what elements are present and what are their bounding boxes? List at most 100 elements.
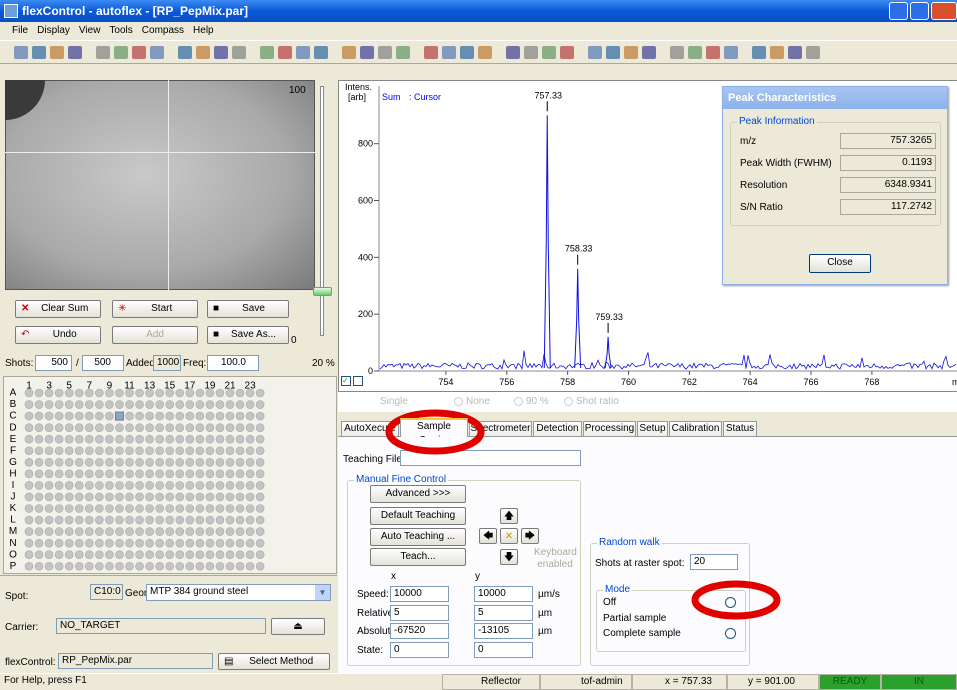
toolbar-icon[interactable] bbox=[788, 46, 802, 59]
maximize[interactable] bbox=[910, 2, 929, 20]
start-button[interactable]: ✳ Start bbox=[112, 300, 198, 318]
menu-item[interactable]: Compass bbox=[141, 25, 185, 36]
x-input[interactable]: 5 bbox=[390, 604, 449, 621]
shots-input[interactable]: 500 bbox=[35, 355, 72, 371]
eject-button[interactable]: ⏏ bbox=[271, 618, 325, 635]
menu-item[interactable]: File bbox=[12, 25, 29, 36]
shots-total-input[interactable]: 500 bbox=[82, 355, 124, 371]
toolbar-icon[interactable] bbox=[506, 46, 520, 59]
toolbar-icon[interactable] bbox=[424, 46, 438, 59]
toolbar-icon[interactable] bbox=[196, 46, 210, 59]
stop[interactable]: ✕ bbox=[500, 528, 518, 544]
radio[interactable] bbox=[725, 597, 736, 608]
toolbar-icon[interactable] bbox=[50, 46, 64, 59]
toolbar-icon[interactable] bbox=[14, 46, 28, 59]
tab[interactable]: Calibration bbox=[669, 421, 722, 437]
freq-input[interactable]: 100.0 bbox=[207, 355, 259, 371]
toolbar-icon[interactable] bbox=[688, 46, 702, 59]
y-input[interactable]: 10000 bbox=[474, 586, 533, 602]
toolbar-icon[interactable] bbox=[560, 46, 574, 59]
arrow-left[interactable]: 🡄 bbox=[479, 528, 497, 544]
y-input[interactable]: -13105 bbox=[474, 623, 533, 639]
checkbox[interactable] bbox=[353, 376, 363, 386]
toolbar-icon[interactable] bbox=[278, 46, 292, 59]
dropdown-arrow[interactable]: ▼ bbox=[315, 585, 330, 600]
toolbar-icon[interactable] bbox=[706, 46, 720, 59]
checkbox[interactable]: ✓ bbox=[341, 376, 351, 386]
teaching-file-input[interactable] bbox=[400, 450, 581, 466]
tab[interactable]: Spectrometer bbox=[469, 421, 532, 437]
toolbar-icon[interactable] bbox=[150, 46, 164, 59]
slider-thumb[interactable] bbox=[313, 287, 332, 296]
toolbar-icon[interactable] bbox=[114, 46, 128, 59]
teach-button[interactable]: Teach... bbox=[370, 548, 466, 566]
menu-item[interactable]: Display bbox=[37, 25, 70, 36]
toolbar-icon[interactable] bbox=[296, 46, 310, 59]
geometry-select[interactable]: MTP 384 ground steel bbox=[146, 584, 331, 601]
toolbar-icon[interactable] bbox=[68, 46, 82, 59]
advanced-button[interactable]: Advanced >>> bbox=[370, 485, 466, 503]
tab[interactable]: Detection bbox=[533, 421, 582, 437]
tab[interactable]: Processing bbox=[583, 421, 636, 437]
menu-item[interactable]: View bbox=[78, 25, 101, 36]
x-header: x bbox=[391, 571, 396, 582]
shots-raster-input[interactable]: 20 bbox=[690, 554, 738, 570]
close[interactable] bbox=[931, 2, 957, 20]
spot bbox=[125, 446, 134, 456]
radio[interactable] bbox=[725, 628, 736, 639]
toolbar-icon[interactable] bbox=[214, 46, 228, 59]
toolbar-icon[interactable] bbox=[178, 46, 192, 59]
toolbar-icon[interactable] bbox=[752, 46, 766, 59]
added-label: Added: bbox=[126, 358, 158, 369]
toolbar-icon[interactable] bbox=[96, 46, 110, 59]
save-as-button[interactable]: ■ Save As... bbox=[207, 326, 289, 344]
arrow-up[interactable]: 🡅 bbox=[500, 508, 518, 524]
toolbar-icon[interactable] bbox=[378, 46, 392, 59]
tab[interactable]: Sample Carrier bbox=[400, 418, 468, 437]
toolbar-icon[interactable] bbox=[670, 46, 684, 59]
toolbar-icon[interactable] bbox=[460, 46, 474, 59]
minimize[interactable] bbox=[889, 2, 908, 20]
tab[interactable]: AutoXecute bbox=[341, 421, 399, 437]
undo-button[interactable]: ↶ Undo bbox=[15, 326, 101, 344]
spot bbox=[115, 434, 124, 444]
default-teaching-button[interactable]: Default Teaching bbox=[370, 507, 466, 525]
toolbar-icon[interactable] bbox=[260, 46, 274, 59]
spot bbox=[175, 515, 185, 525]
toolbar-icon[interactable] bbox=[624, 46, 638, 59]
x-input[interactable]: 0 bbox=[390, 641, 449, 658]
y-input[interactable]: 0 bbox=[474, 641, 533, 658]
clear-sum-button[interactable]: ✕ Clear Sum bbox=[15, 300, 101, 318]
toolbar-icon[interactable] bbox=[542, 46, 556, 59]
toolbar-icon[interactable] bbox=[478, 46, 492, 59]
x-input[interactable]: -67520 bbox=[390, 623, 449, 639]
x-input[interactable]: 10000 bbox=[390, 586, 449, 602]
y-input[interactable]: 5 bbox=[474, 604, 533, 621]
auto-teaching-button[interactable]: Auto Teaching ... bbox=[370, 528, 466, 546]
save-button[interactable]: ■ Save bbox=[207, 300, 289, 318]
tab[interactable]: Setup bbox=[637, 421, 668, 437]
toolbar-icon[interactable] bbox=[232, 46, 246, 59]
toolbar-icon[interactable] bbox=[342, 46, 356, 59]
arrow-down[interactable]: 🡇 bbox=[500, 549, 518, 565]
close-button[interactable]: Close bbox=[809, 254, 871, 273]
toolbar-icon[interactable] bbox=[442, 46, 456, 59]
toolbar-icon[interactable] bbox=[524, 46, 538, 59]
toolbar-icon[interactable] bbox=[360, 46, 374, 59]
toolbar-icon[interactable] bbox=[132, 46, 146, 59]
arrow-right[interactable]: 🡆 bbox=[521, 528, 539, 544]
tab[interactable]: Status bbox=[723, 421, 757, 437]
toolbar-icon[interactable] bbox=[588, 46, 602, 59]
toolbar-icon[interactable] bbox=[806, 46, 820, 59]
toolbar-icon[interactable] bbox=[396, 46, 410, 59]
select-method-button[interactable]: ▤ Select Method bbox=[218, 653, 330, 670]
toolbar-icon[interactable] bbox=[642, 46, 656, 59]
menu-item[interactable]: Help bbox=[193, 25, 214, 36]
toolbar-icon[interactable] bbox=[606, 46, 620, 59]
toolbar-icon[interactable] bbox=[32, 46, 46, 59]
spot bbox=[185, 434, 195, 444]
menu-item[interactable]: Tools bbox=[109, 25, 133, 36]
toolbar-icon[interactable] bbox=[314, 46, 328, 59]
toolbar-icon[interactable] bbox=[770, 46, 784, 59]
toolbar-icon[interactable] bbox=[724, 46, 738, 59]
